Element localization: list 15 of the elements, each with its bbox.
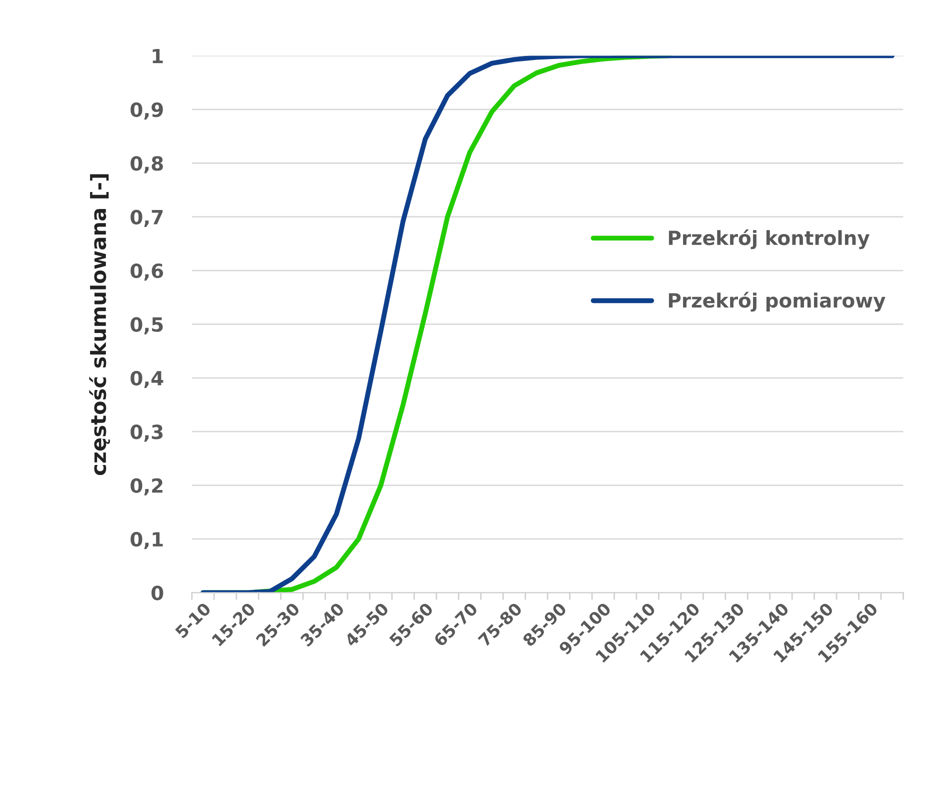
y-tick-label: 0,4 (130, 370, 164, 388)
y-tick-label: 0,7 (130, 210, 163, 227)
y-tick-label: 0,6 (130, 263, 164, 281)
y-axis-title: częstość skumulowana [-] (89, 174, 110, 476)
line-series (200, 56, 895, 593)
y-tick-label: 0,3 (130, 424, 163, 442)
y-tick-label: 0,9 (130, 102, 163, 120)
y-tick-label: 0,2 (130, 478, 162, 496)
y-tick-label: 0,1 (130, 532, 163, 550)
legend-label: Przekrój kontrolny (668, 229, 870, 250)
y-tick-label: 0,8 (130, 156, 163, 174)
y-tick-label: 1 (152, 48, 163, 64)
y-tick-label: 0 (152, 586, 164, 600)
y-tick-label: 0,5 (130, 317, 163, 334)
legend-label: Przekrój pomiarowy (668, 292, 886, 312)
